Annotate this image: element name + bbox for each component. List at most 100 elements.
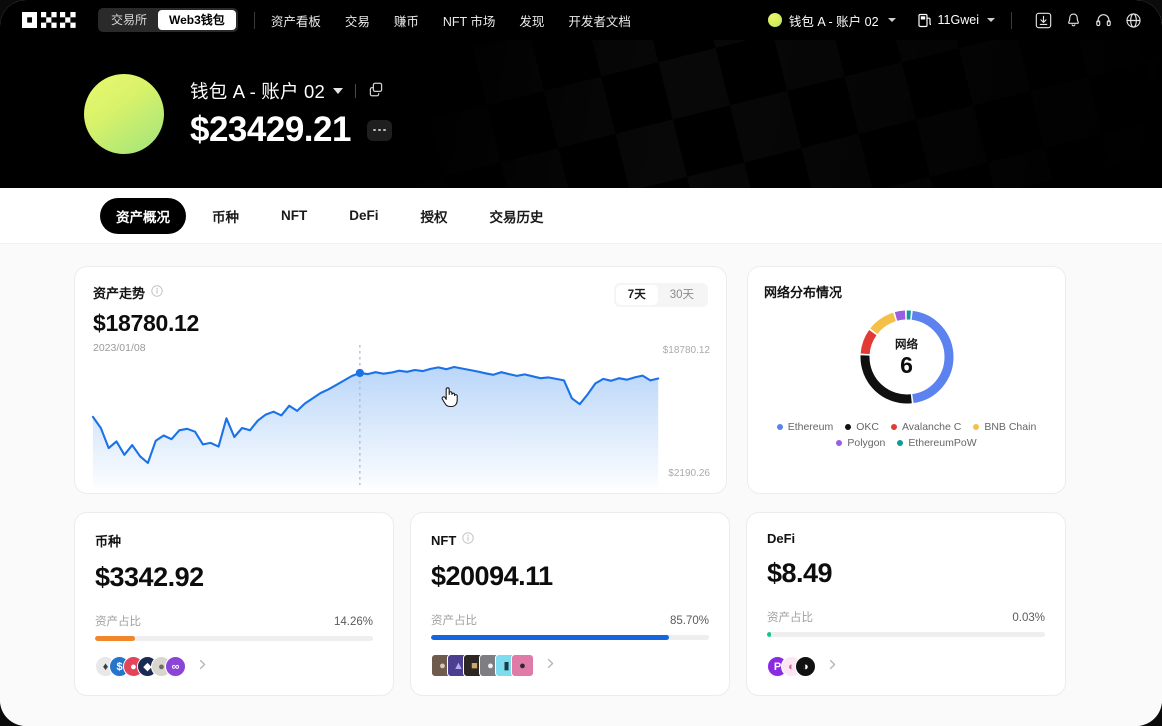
legend-label: Ethereum	[787, 421, 834, 433]
chart-axis-max-label: $18780.12	[662, 345, 710, 356]
copy-icon	[369, 82, 383, 96]
legend-item-polygon[interactable]: Polygon	[836, 437, 885, 449]
stat-cards-row: 币种 $3342.92 资产占比 14.26% ♦ $ ● ◆ ● ∞ NFT $20094.11 资产…	[74, 512, 1088, 696]
dot	[383, 128, 386, 132]
chart-area-fill	[92, 367, 659, 493]
legend-item-ethereum[interactable]: Ethereum	[776, 421, 834, 433]
tab-transaction-history[interactable]: 交易历史	[489, 209, 544, 225]
legend-color-dot	[845, 424, 852, 430]
legend-item-okc[interactable]: OKC	[845, 421, 879, 433]
section-tabs: 资产概况 币种 NFT DeFi 授权 交易历史	[0, 188, 1162, 244]
icon-glyph: ●	[519, 659, 526, 672]
hero-total-balance: $23429.21	[190, 110, 351, 149]
defi-ratio-bar-fill	[767, 632, 772, 637]
tab-tokens[interactable]: 币种	[212, 209, 239, 225]
nft-summary-card[interactable]: NFT $20094.11 资产占比 85.70% ● ▲ ■ ● ▮ ●	[410, 512, 730, 696]
tab-overview[interactable]: 资产概况	[100, 197, 186, 234]
nft-ratio-label: 资产占比	[431, 615, 477, 627]
icon-glyph: ●	[439, 659, 446, 672]
info-icon	[462, 532, 474, 544]
defi-ratio-value: 0.03%	[1012, 612, 1045, 624]
more-actions-button[interactable]	[366, 119, 392, 141]
donut-segment-okc[interactable]	[860, 355, 912, 404]
nav-link-trade[interactable]: 交易	[344, 14, 370, 29]
legend-color-dot	[897, 440, 904, 446]
gas-price-chip[interactable]: 11Gwei	[917, 13, 995, 28]
account-selector[interactable]: 钱包 A - 账户 02	[767, 11, 896, 30]
tokens-summary-card[interactable]: 币种 $3342.92 资产占比 14.26% ♦ $ ● ◆ ● ∞	[74, 512, 394, 696]
icon-glyph: ●	[158, 660, 165, 673]
defi-amount: $8.49	[767, 558, 833, 588]
icon-glyph: ∞	[171, 660, 180, 673]
support-button[interactable]	[1088, 5, 1118, 35]
dot	[378, 128, 381, 132]
donut-segment-avalanche-c[interactable]	[860, 329, 877, 355]
defi-protocol-black[interactable]: ◑	[795, 656, 816, 677]
legend-label: Polygon	[847, 437, 886, 449]
donut-segment-bnb-chain[interactable]	[869, 312, 896, 335]
donut-segment-ethereum[interactable]	[910, 310, 953, 404]
tokens-view-all-chevron-right-icon[interactable]	[196, 658, 209, 676]
chart-hover-marker	[355, 368, 364, 378]
nav-right-group: 钱包 A - 账户 02 11Gwei	[767, 5, 1148, 35]
legend-color-dot	[890, 424, 897, 430]
nft-info-button[interactable]	[462, 531, 474, 549]
notifications-button[interactable]	[1058, 5, 1088, 35]
network-donut-chart[interactable]: 网络 6	[855, 305, 959, 409]
defi-summary-card[interactable]: DeFi $8.49 资产占比 0.03% P ◐ ◑	[746, 512, 1066, 696]
top-cards-row: 资产走势 $18780.12 2023/01/08	[74, 266, 1088, 494]
defi-view-all-chevron-right-icon[interactable]	[826, 658, 839, 676]
nft-amount: $20094.11	[431, 561, 553, 591]
nav-link-discover[interactable]: 发现	[519, 14, 545, 29]
download-icon	[1035, 12, 1051, 28]
tab-approvals[interactable]: 授权	[420, 209, 448, 225]
legend-label: BNB Chain	[984, 421, 1037, 433]
tab-nft[interactable]: NFT	[281, 208, 308, 223]
tab-defi[interactable]: DeFi	[349, 208, 379, 223]
asset-trend-amount: $18780.12	[93, 310, 200, 336]
nft-view-all-chevron-right-icon[interactable]	[544, 657, 557, 675]
legend-item-ethereumpow[interactable]: EthereumPoW	[897, 437, 977, 449]
nav-link-developer-docs[interactable]: 开发者文档	[568, 14, 631, 29]
nav-link-nft-market[interactable]: NFT 市场	[442, 14, 496, 29]
okx-logo[interactable]	[22, 12, 78, 28]
stat-title-row: DeFi	[767, 531, 1045, 546]
gas-price-value: 11Gwei	[937, 13, 979, 27]
product-segment-switch[interactable]: 交易所 Web3钱包	[98, 8, 238, 32]
defi-ratio-bar-track	[767, 632, 1045, 637]
legend-item-avalanche-c[interactable]: Avalanche C	[890, 421, 961, 433]
okx-logo-icon	[22, 12, 76, 28]
asset-trend-chart[interactable]: $18780.12 $2190.26	[75, 345, 726, 493]
asset-trend-info-button[interactable]	[151, 284, 163, 302]
wallet-switch-chevron-down-icon[interactable]	[333, 88, 344, 94]
main-content: 资产走势 $18780.12 2023/01/08	[0, 244, 1162, 726]
dot	[373, 128, 376, 132]
range-30-days[interactable]: 30天	[669, 289, 694, 301]
donut-center-label: 网络	[895, 339, 918, 352]
copy-address-button[interactable]	[368, 81, 384, 102]
hero-wallet-name: 钱包 A - 账户 02	[190, 81, 326, 102]
network-legend: Ethereum OKC Avalanche C BNB Chain Polygon Et…	[764, 421, 1049, 449]
nft-thumb-6[interactable]: ●	[511, 654, 534, 677]
asset-trend-card: 资产走势 $18780.12 2023/01/08	[74, 266, 727, 494]
download-button[interactable]	[1028, 5, 1058, 35]
range-7-days[interactable]: 7天	[615, 285, 658, 305]
segment-web3-wallet[interactable]: Web3钱包	[158, 10, 236, 30]
chevron-down-icon	[987, 18, 995, 22]
nav-link-dashboard[interactable]: 资产看板	[270, 14, 321, 29]
legend-label: EthereumPoW	[908, 437, 977, 449]
icon-stack: ● ▲ ■ ● ▮ ●	[431, 654, 534, 677]
segment-exchange[interactable]: 交易所	[111, 13, 148, 27]
language-button[interactable]	[1118, 5, 1148, 35]
token-purple[interactable]: ∞	[165, 656, 186, 677]
chart-line-path	[91, 365, 660, 465]
bell-icon	[1067, 13, 1079, 26]
trend-range-toggle[interactable]: 7天 30天	[613, 283, 708, 307]
icon-glyph: ◐	[788, 660, 795, 673]
nav-link-earn[interactable]: 赚币	[393, 14, 419, 29]
defi-icons-row: P ◐ ◑	[767, 656, 1045, 677]
icon-glyph: ◆	[143, 661, 152, 673]
legend-item-bnb-chain[interactable]: BNB Chain	[973, 421, 1036, 433]
icon-glyph: P	[773, 660, 782, 673]
donut-segment-polygon[interactable]	[894, 310, 905, 321]
